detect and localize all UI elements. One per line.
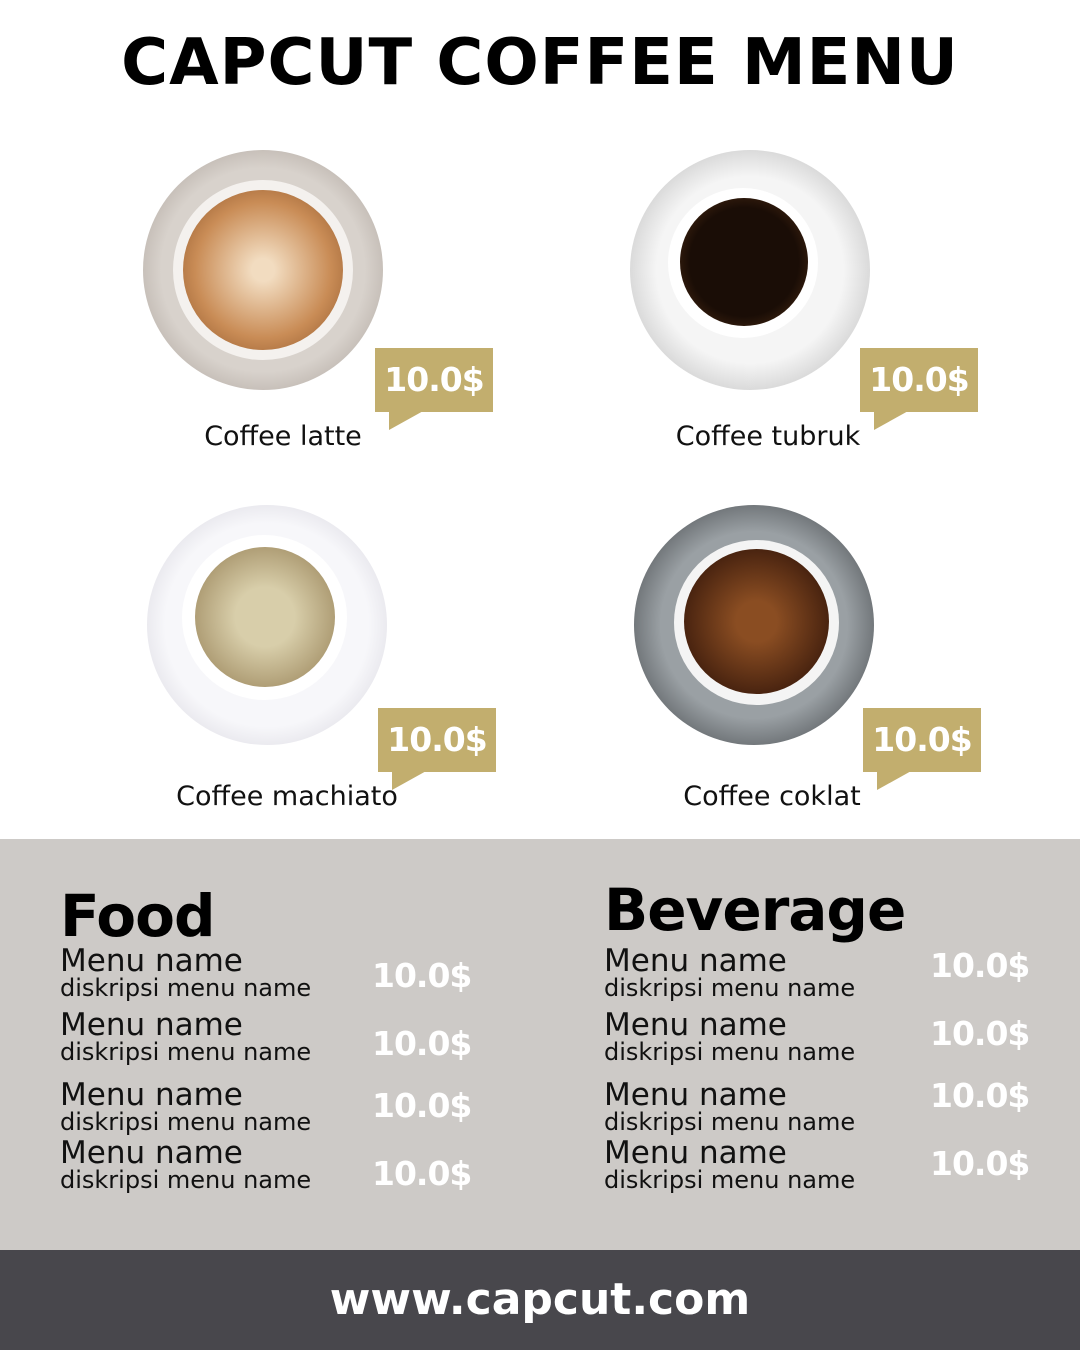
coffee-name: Coffee coklat bbox=[683, 781, 861, 812]
coffee-coklat-image bbox=[634, 505, 874, 745]
menu-item-description: diskripsi menu name bbox=[604, 1166, 856, 1194]
menu-panel bbox=[0, 839, 1080, 1250]
menu-item-description: diskripsi menu name bbox=[604, 1038, 856, 1066]
menu-item-name: Menu name bbox=[60, 1007, 243, 1043]
menu-item-description: diskripsi menu name bbox=[604, 1108, 856, 1136]
menu-item-price: 10.0$ bbox=[930, 1076, 1030, 1115]
menu-item-price: 10.0$ bbox=[372, 1086, 472, 1125]
coffee-name: Coffee tubruk bbox=[675, 421, 861, 452]
menu-item-price: 10.0$ bbox=[372, 1024, 472, 1063]
coffee-machiato-image bbox=[147, 505, 387, 745]
menu-item-name: Menu name bbox=[604, 1007, 787, 1043]
menu-item-name: Menu name bbox=[604, 1135, 787, 1171]
menu-item-price: 10.0$ bbox=[372, 956, 472, 995]
footer-url[interactable]: www.capcut.com bbox=[0, 1250, 1080, 1350]
menu-item-name: Menu name bbox=[604, 943, 787, 979]
menu-item-price: 10.0$ bbox=[930, 1014, 1030, 1053]
menu-item-name: Menu name bbox=[60, 1135, 243, 1171]
menu-item-description: diskripsi menu name bbox=[60, 1038, 312, 1066]
coffee-name: Coffee latte bbox=[204, 421, 362, 452]
menu-item-price: 10.0$ bbox=[372, 1154, 472, 1193]
menu-item-description: diskripsi menu name bbox=[604, 974, 856, 1002]
price-tag: 10.0$ bbox=[375, 348, 493, 430]
menu-item-price: 10.0$ bbox=[930, 946, 1030, 985]
page-title: CAPCUT COFFEE MENU bbox=[121, 26, 959, 100]
menu-item-name: Menu name bbox=[60, 1077, 243, 1113]
menu-item-description: diskripsi menu name bbox=[60, 1108, 312, 1136]
menu-item-name: Menu name bbox=[604, 1077, 787, 1113]
beverage-heading: Beverage bbox=[604, 876, 906, 944]
menu-item-description: diskripsi menu name bbox=[60, 974, 312, 1002]
food-heading: Food bbox=[60, 882, 215, 950]
menu-item-name: Menu name bbox=[60, 943, 243, 979]
coffee-tubruk-image bbox=[630, 150, 870, 390]
coffee-latte-image bbox=[143, 150, 383, 390]
menu-item-description: diskripsi menu name bbox=[60, 1166, 312, 1194]
coffee-name: Coffee machiato bbox=[176, 781, 398, 812]
price-tag: 10.0$ bbox=[860, 348, 978, 430]
price-tag: 10.0$ bbox=[378, 708, 496, 790]
menu-item-price: 10.0$ bbox=[930, 1144, 1030, 1183]
price-tag: 10.0$ bbox=[863, 708, 981, 790]
